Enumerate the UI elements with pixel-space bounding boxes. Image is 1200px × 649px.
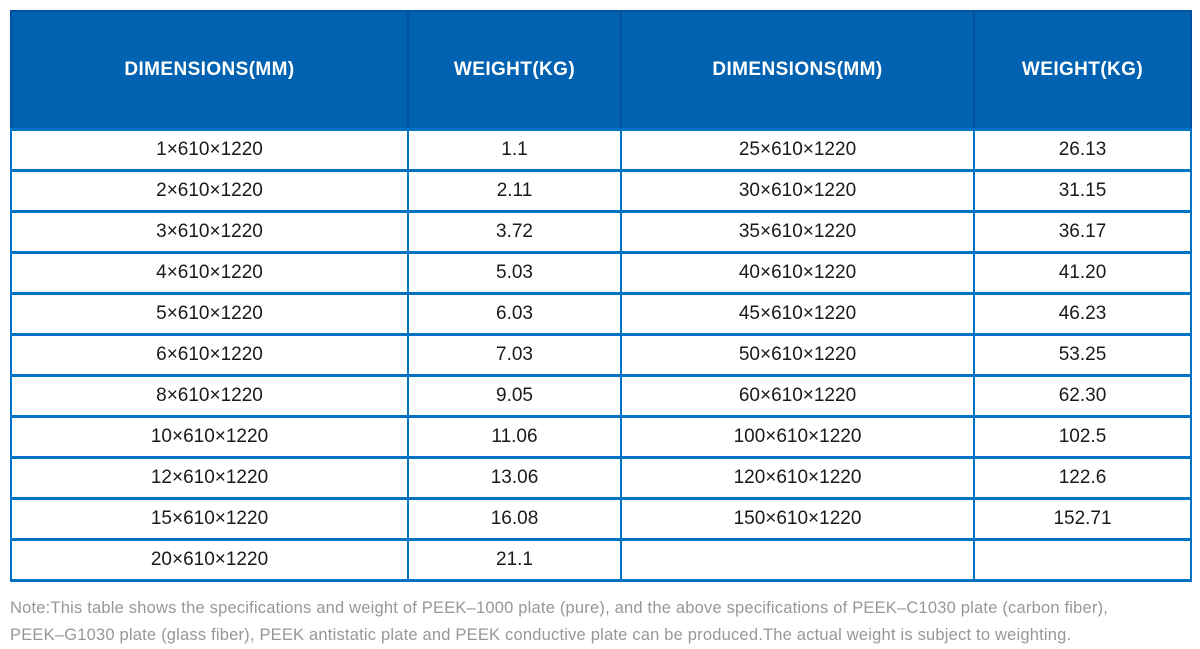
table-cell: 7.03 xyxy=(407,332,622,377)
table-row: 12×610×1220 13.06 120×610×1220 122.6 xyxy=(10,455,1192,500)
table-cell: 35×610×1220 xyxy=(620,209,975,254)
table-cell: 53.25 xyxy=(973,332,1192,377)
note-line-2: PEEK–G1030 plate (glass fiber), PEEK ant… xyxy=(10,625,1072,644)
table-cell: 16.08 xyxy=(407,496,622,541)
table-cell: 62.30 xyxy=(973,373,1192,418)
table-cell: 45×610×1220 xyxy=(620,291,975,336)
table-cell: 1.1 xyxy=(407,127,622,172)
table-row: 4×610×1220 5.03 40×610×1220 41.20 xyxy=(10,250,1192,295)
header-dimensions-right: DIMENSIONS(MM) xyxy=(620,10,975,131)
table-cell: 8×610×1220 xyxy=(10,373,409,418)
table-cell: 25×610×1220 xyxy=(620,127,975,172)
table-cell: 122.6 xyxy=(973,455,1192,500)
table-cell: 60×610×1220 xyxy=(620,373,975,418)
header-row: DIMENSIONS(MM) WEIGHT(KG) DIMENSIONS(MM)… xyxy=(10,10,1192,131)
table-cell: 1×610×1220 xyxy=(10,127,409,172)
table-body: 1×610×1220 1.1 25×610×1220 26.13 2×610×1220 2… xyxy=(10,127,1192,582)
table-cell: 40×610×1220 xyxy=(620,250,975,295)
table-cell: 41.20 xyxy=(973,250,1192,295)
table-cell xyxy=(620,537,975,582)
table-row: 2×610×1220 2.11 30×610×1220 31.15 xyxy=(10,168,1192,213)
table-cell: 6.03 xyxy=(407,291,622,336)
table-cell: 6×610×1220 xyxy=(10,332,409,377)
table-row: 10×610×1220 11.06 100×610×1220 102.5 xyxy=(10,414,1192,459)
table-cell xyxy=(973,537,1192,582)
table-cell: 26.13 xyxy=(973,127,1192,172)
table-cell: 102.5 xyxy=(973,414,1192,459)
table-cell: 3×610×1220 xyxy=(10,209,409,254)
table-cell: 120×610×1220 xyxy=(620,455,975,500)
table-row: 20×610×1220 21.1 xyxy=(10,537,1192,582)
table-row: 3×610×1220 3.72 35×610×1220 36.17 xyxy=(10,209,1192,254)
table-cell: 20×610×1220 xyxy=(10,537,409,582)
table-row: 8×610×1220 9.05 60×610×1220 62.30 xyxy=(10,373,1192,418)
table-row: 1×610×1220 1.1 25×610×1220 26.13 xyxy=(10,127,1192,172)
note: Note:This table shows the specifications… xyxy=(10,595,1190,649)
table-cell: 4×610×1220 xyxy=(10,250,409,295)
header-dimensions-left: DIMENSIONS(MM) xyxy=(10,10,409,131)
table-cell: 12×610×1220 xyxy=(10,455,409,500)
table-cell: 5.03 xyxy=(407,250,622,295)
table-cell: 152.71 xyxy=(973,496,1192,541)
table-cell: 9.05 xyxy=(407,373,622,418)
table-cell: 2×610×1220 xyxy=(10,168,409,213)
table-cell: 46.23 xyxy=(973,291,1192,336)
table-cell: 3.72 xyxy=(407,209,622,254)
table-cell: 5×610×1220 xyxy=(10,291,409,336)
table-cell: 100×610×1220 xyxy=(620,414,975,459)
table-cell: 15×610×1220 xyxy=(10,496,409,541)
header-weight-right: WEIGHT(KG) xyxy=(973,10,1192,131)
note-line-1: Note:This table shows the specifications… xyxy=(10,598,1109,617)
table-cell: 21.1 xyxy=(407,537,622,582)
table-row: 15×610×1220 16.08 150×610×1220 152.71 xyxy=(10,496,1192,541)
table-cell: 36.17 xyxy=(973,209,1192,254)
header-weight-left: WEIGHT(KG) xyxy=(407,10,622,131)
table-cell: 13.06 xyxy=(407,455,622,500)
table-cell: 50×610×1220 xyxy=(620,332,975,377)
table-row: 5×610×1220 6.03 45×610×1220 46.23 xyxy=(10,291,1192,336)
table-cell: 31.15 xyxy=(973,168,1192,213)
table-cell: 10×610×1220 xyxy=(10,414,409,459)
spec-table: DIMENSIONS(MM) WEIGHT(KG) DIMENSIONS(MM)… xyxy=(10,10,1192,582)
table-cell: 30×610×1220 xyxy=(620,168,975,213)
table-cell: 2.11 xyxy=(407,168,622,213)
table-cell: 11.06 xyxy=(407,414,622,459)
table-cell: 150×610×1220 xyxy=(620,496,975,541)
table-row: 6×610×1220 7.03 50×610×1220 53.25 xyxy=(10,332,1192,377)
